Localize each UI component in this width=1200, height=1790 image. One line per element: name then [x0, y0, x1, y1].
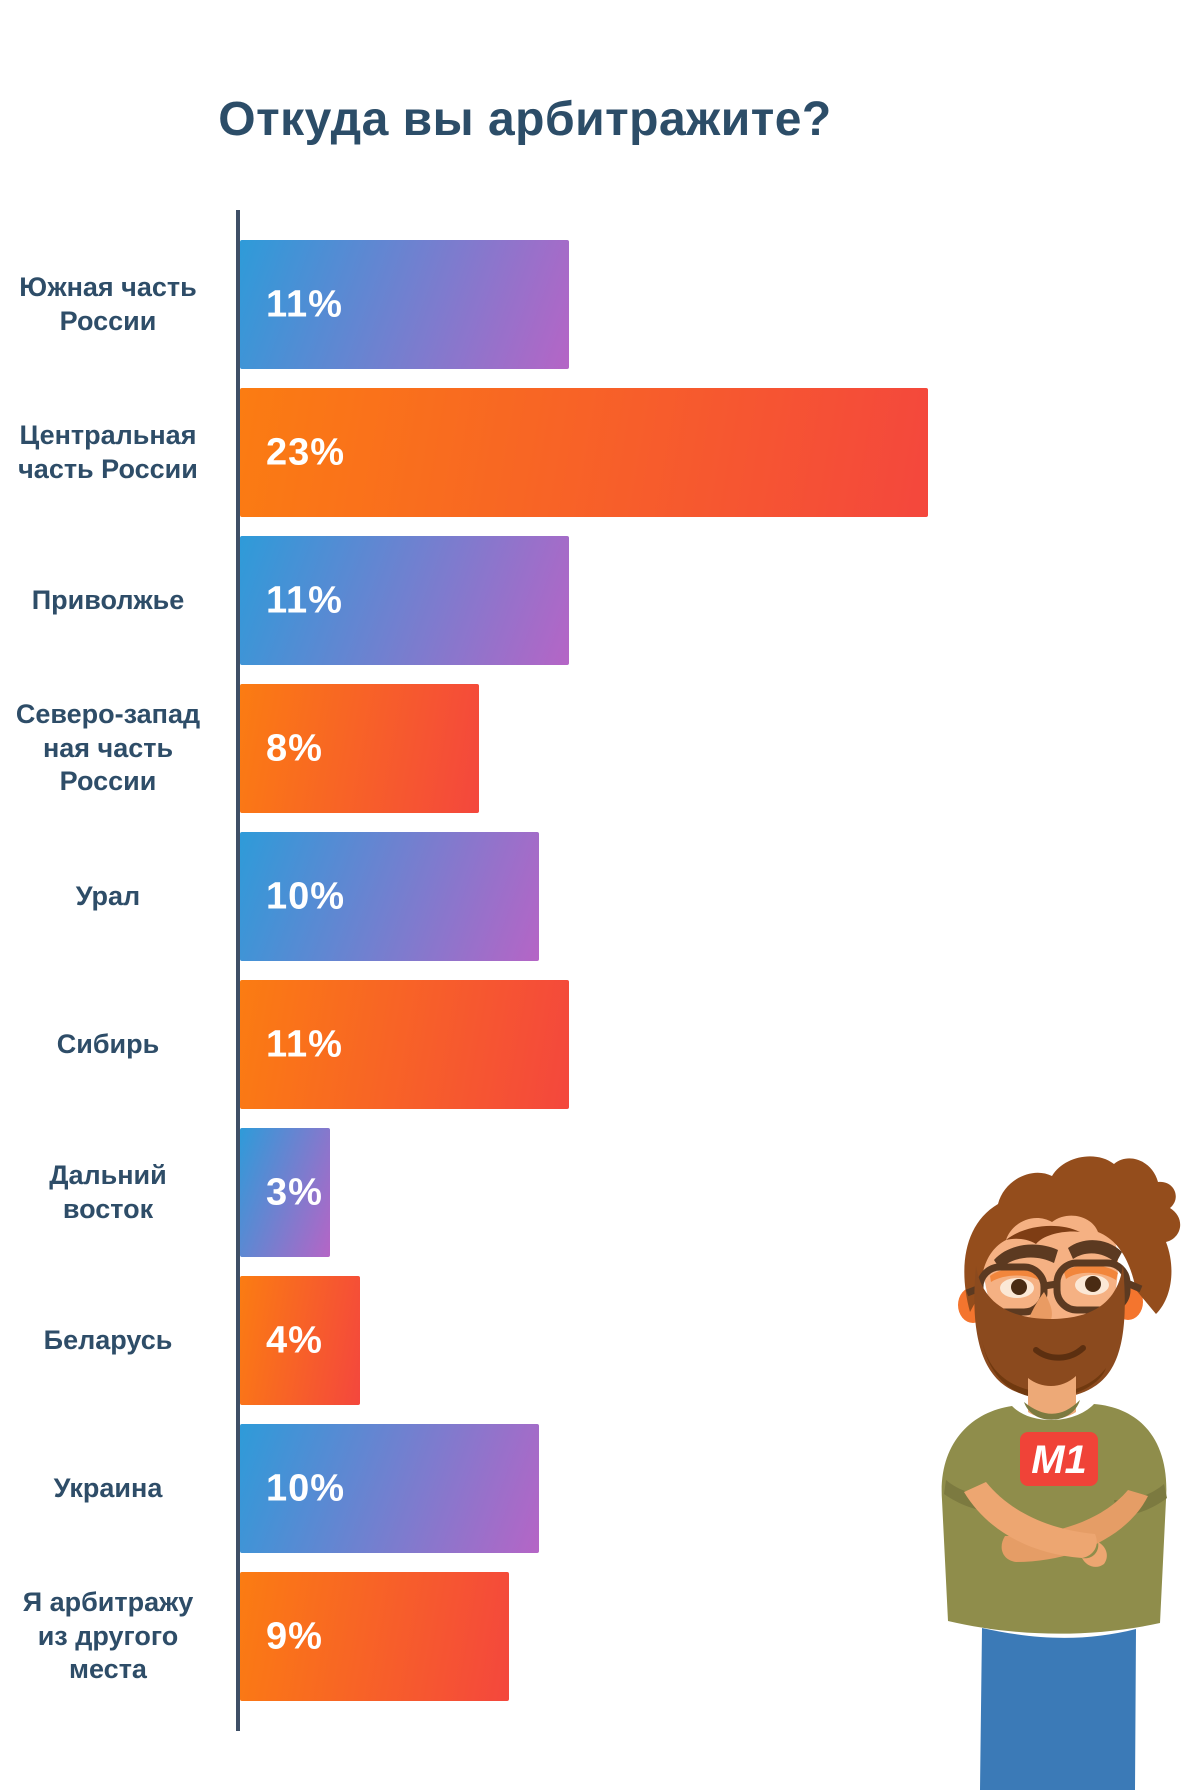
bar: 3%: [240, 1128, 330, 1257]
mascot-neck: [1028, 1376, 1076, 1419]
bar-value-label: 4%: [266, 1319, 323, 1361]
category-label: Украина: [53, 1472, 163, 1503]
category-label: Дальний восток: [49, 1159, 167, 1224]
bar: 10%: [240, 1424, 539, 1553]
mascot-pupil-right: [1085, 1276, 1101, 1292]
bar-value-label: 11%: [266, 1023, 343, 1065]
bar-value-label: 11%: [266, 579, 343, 621]
mascot-eyebrow-left: [994, 1244, 1058, 1269]
m1-badge-label: M1: [1031, 1438, 1087, 1482]
mascot-mouth: [1033, 1345, 1086, 1361]
m1-badge: M1: [1020, 1432, 1098, 1486]
mascot-eyebrow-right: [1068, 1240, 1122, 1263]
chart-row: Сибирь 11%: [0, 980, 1200, 1109]
category-label: Сибирь: [56, 1028, 160, 1059]
bar-value-label: 23%: [266, 431, 346, 473]
bar-value-label: 3%: [266, 1171, 323, 1213]
mascot-hair: [964, 1156, 1181, 1314]
bar: 9%: [240, 1572, 509, 1701]
chart-row: Приволжье 11%: [0, 536, 1200, 665]
category-label: Беларусь: [43, 1324, 173, 1355]
bar-value-label: 10%: [266, 1467, 346, 1509]
bar: 11%: [240, 240, 569, 369]
category-label: Урал: [75, 880, 141, 911]
bar: 11%: [240, 980, 569, 1109]
mascot: M1: [941, 1156, 1181, 1790]
chart-row: Украина 10%: [0, 1424, 1200, 1553]
category-label: Северо-запад ная часть России: [15, 698, 201, 797]
chart-row: Урал 10%: [0, 832, 1200, 961]
chart-row: Северо-запад ная часть России 8%: [0, 684, 1200, 813]
mascot-hair-fringe: [1006, 1225, 1080, 1244]
bar-value-label: 8%: [266, 727, 323, 769]
chart-row: Я арбитражу из другого места 9%: [0, 1572, 1200, 1701]
mascot-eyelid-left: [990, 1268, 1042, 1282]
bar: 23%: [240, 388, 928, 517]
category-label: Приволжье: [31, 584, 185, 615]
chart-row: Дальний восток 3%: [0, 1128, 1200, 1257]
category-label: Южная часть России: [19, 271, 197, 336]
chart-row: Беларусь 4%: [0, 1276, 1200, 1405]
mascot-eyelid-right: [1064, 1264, 1118, 1280]
mascot-tshirt: [941, 1404, 1167, 1634]
bar-value-label: 10%: [266, 875, 346, 917]
bar-value-label: 9%: [266, 1615, 323, 1657]
mascot-collar: [1024, 1400, 1080, 1420]
mascot-arm-left: [964, 1482, 1097, 1558]
mascot-pupil-left: [1011, 1279, 1027, 1295]
page-title: Откуда вы арбитражите?: [218, 93, 832, 147]
bar-value-label: 11%: [266, 283, 343, 325]
mascot-hand: [1082, 1542, 1107, 1567]
chart-row: Южная часть России 11%: [0, 240, 1200, 369]
chart-row: Центральная часть России 23%: [0, 388, 1200, 517]
bar: 4%: [240, 1276, 360, 1405]
mascot-beard: [974, 1265, 1125, 1399]
bar: 11%: [240, 536, 569, 665]
y-axis-line: [236, 210, 240, 1731]
category-label: Центральная часть России: [18, 419, 198, 484]
mascot-jeans: [980, 1628, 1136, 1790]
category-label: Я арбитражу из другого места: [22, 1586, 194, 1685]
bar: 8%: [240, 684, 479, 813]
bar: 10%: [240, 832, 539, 961]
